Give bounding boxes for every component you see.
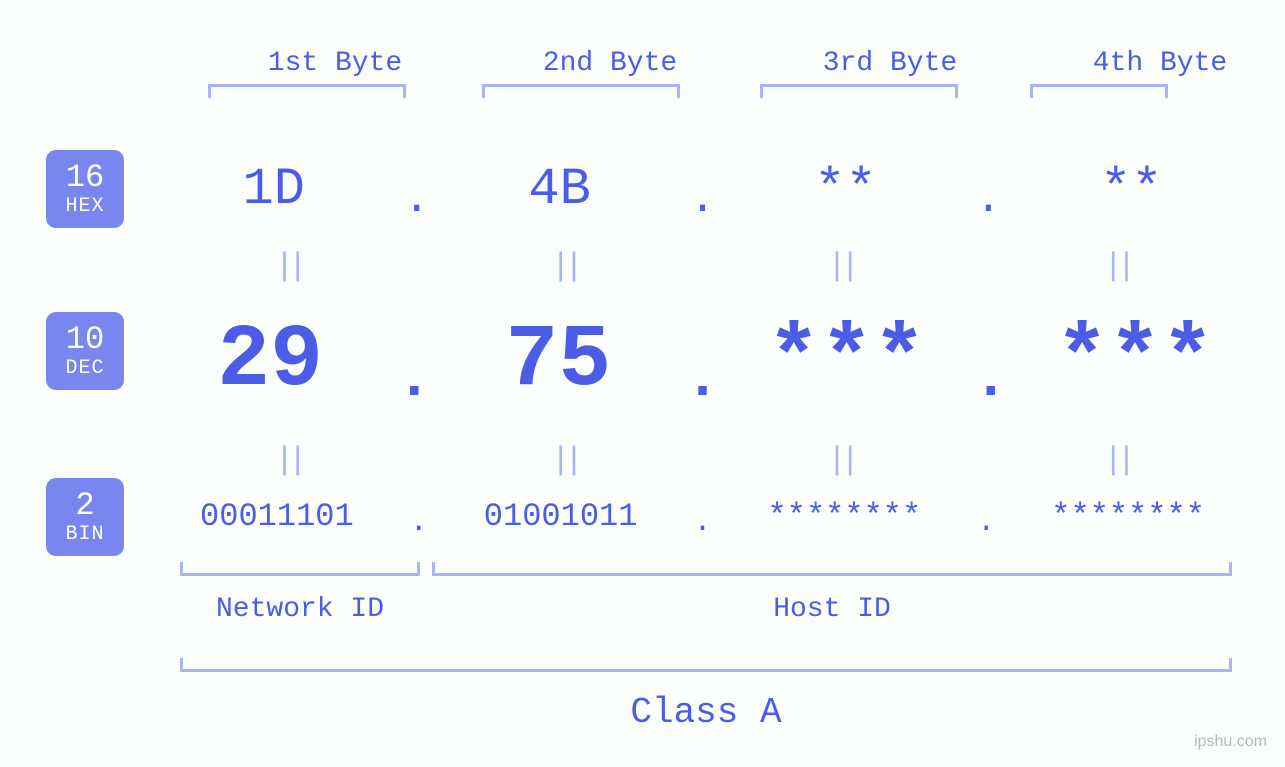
class-label: Class A bbox=[180, 692, 1232, 733]
bin-byte-2: 01001011 bbox=[434, 498, 688, 535]
dec-byte-2: 75 bbox=[438, 312, 678, 411]
bin-byte-3: ******** bbox=[718, 498, 972, 535]
equals-icon: || bbox=[979, 442, 1255, 479]
equals-icon: || bbox=[703, 442, 979, 479]
dot: . bbox=[967, 346, 1015, 414]
base-label-hex: HEX bbox=[65, 196, 104, 218]
byte-header-4: 4th Byte bbox=[1030, 48, 1285, 79]
byte-header-1: 1st Byte bbox=[205, 48, 465, 79]
dot: . bbox=[971, 506, 1001, 540]
equals-icon: || bbox=[426, 248, 702, 285]
dec-byte-4: *** bbox=[1015, 312, 1255, 411]
network-id-label: Network ID bbox=[180, 594, 420, 625]
base-num-dec: 10 bbox=[66, 322, 104, 357]
bin-row: 00011101 . 01001011 . ******** . *******… bbox=[150, 498, 1255, 535]
top-bracket-4 bbox=[1030, 84, 1168, 98]
host-id-bracket bbox=[432, 562, 1232, 576]
equals-icon: || bbox=[426, 442, 702, 479]
base-label-bin: BIN bbox=[65, 524, 104, 546]
byte-header-2: 2nd Byte bbox=[480, 48, 740, 79]
dot: . bbox=[969, 175, 1007, 225]
hex-byte-1: 1D bbox=[150, 160, 397, 219]
hex-row: 1D . 4B . ** . ** bbox=[150, 160, 1255, 219]
equals-icon: || bbox=[150, 248, 426, 285]
equals-icon: || bbox=[979, 248, 1255, 285]
bin-byte-4: ******** bbox=[1001, 498, 1255, 535]
network-id-bracket bbox=[180, 562, 420, 576]
top-bracket-2 bbox=[482, 84, 680, 98]
hex-byte-2: 4B bbox=[436, 160, 683, 219]
equals-icon: || bbox=[150, 442, 426, 479]
base-num-hex: 16 bbox=[66, 160, 104, 195]
equals-row-1: || || || || bbox=[150, 248, 1255, 285]
dot: . bbox=[404, 506, 434, 540]
base-badge-hex: 16 HEX bbox=[46, 150, 124, 228]
equals-icon: || bbox=[703, 248, 979, 285]
byte-header-3: 3rd Byte bbox=[760, 48, 1020, 79]
dot: . bbox=[678, 346, 726, 414]
hex-byte-3: ** bbox=[722, 160, 969, 219]
hex-byte-4: ** bbox=[1008, 160, 1255, 219]
bin-byte-1: 00011101 bbox=[150, 498, 404, 535]
base-badge-dec: 10 DEC bbox=[46, 312, 124, 390]
dec-byte-1: 29 bbox=[150, 312, 390, 411]
base-num-bin: 2 bbox=[75, 488, 94, 523]
base-badge-bin: 2 BIN bbox=[46, 478, 124, 556]
class-bracket bbox=[180, 658, 1232, 672]
dec-row: 29 . 75 . *** . *** bbox=[150, 312, 1255, 411]
equals-row-2: || || || || bbox=[150, 442, 1255, 479]
top-bracket-1 bbox=[208, 84, 406, 98]
watermark: ipshu.com bbox=[1194, 733, 1267, 751]
dot: . bbox=[683, 175, 721, 225]
dot: . bbox=[397, 175, 435, 225]
dec-byte-3: *** bbox=[727, 312, 967, 411]
dot: . bbox=[687, 506, 717, 540]
dot: . bbox=[390, 346, 438, 414]
host-id-label: Host ID bbox=[432, 594, 1232, 625]
base-label-dec: DEC bbox=[65, 358, 104, 380]
top-bracket-3 bbox=[760, 84, 958, 98]
